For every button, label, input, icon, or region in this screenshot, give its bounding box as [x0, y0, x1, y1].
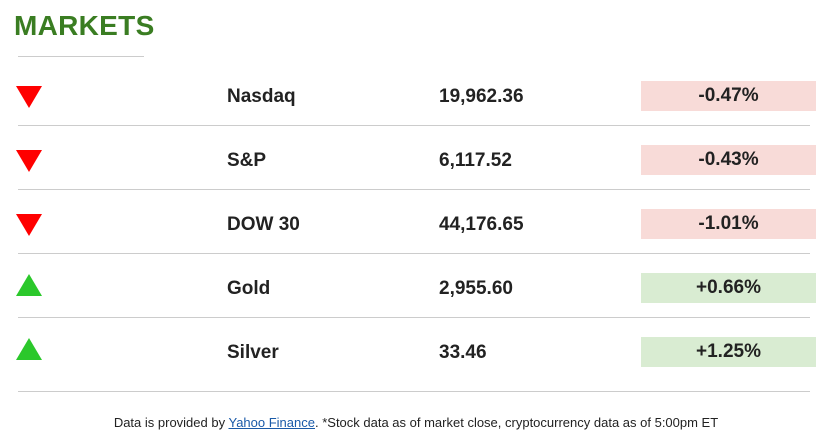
row-divider — [18, 125, 810, 126]
yahoo-finance-link[interactable]: Yahoo Finance — [228, 415, 315, 430]
market-value: 33.46 — [439, 342, 487, 363]
market-row-sp: S&P 6,117.52 -0.43% — [0, 126, 832, 190]
market-row-nasdaq: Nasdaq 19,962.36 -0.47% — [0, 62, 832, 126]
market-name: Silver — [227, 342, 279, 363]
market-change-badge: -0.43% — [641, 145, 816, 175]
market-change-badge: +0.66% — [641, 273, 816, 303]
row-divider — [18, 391, 810, 392]
market-value: 44,176.65 — [439, 214, 524, 235]
market-change-badge: +1.25% — [641, 337, 816, 367]
footer-suffix: . *Stock data as of market close, crypto… — [314, 415, 719, 430]
market-change-badge: -1.01% — [641, 209, 816, 239]
down-triangle-icon — [16, 214, 42, 236]
title-divider — [18, 56, 144, 57]
market-value: 2,955.60 — [439, 278, 513, 299]
market-row-dow30: DOW 30 44,176.65 -1.01% — [0, 190, 832, 254]
footer-prefix: Data is provided by — [113, 415, 229, 430]
up-triangle-icon — [16, 338, 42, 360]
row-divider — [18, 253, 810, 254]
row-divider — [18, 317, 810, 318]
down-triangle-icon — [16, 86, 42, 108]
market-change-badge: -0.47% — [641, 81, 816, 111]
market-row-gold: Gold 2,955.60 +0.66% — [0, 254, 832, 318]
market-row-silver: Silver 33.46 +1.25% — [0, 318, 832, 392]
page-title: MARKETS — [14, 10, 155, 41]
market-name: S&P — [227, 150, 267, 171]
markets-list: Nasdaq 19,962.36 -0.47% S&P 6,117.52 -0.… — [0, 62, 832, 392]
down-triangle-icon — [16, 150, 42, 172]
market-name: Nasdaq — [227, 86, 296, 107]
market-value: 6,117.52 — [439, 150, 512, 171]
market-name: Gold — [227, 278, 271, 299]
up-triangle-icon — [16, 274, 42, 296]
market-value: 19,962.36 — [439, 86, 524, 107]
market-name: DOW 30 — [227, 214, 300, 235]
row-divider — [18, 189, 810, 190]
data-source-note: Data is provided by Yahoo Finance. *Stoc… — [0, 415, 832, 430]
